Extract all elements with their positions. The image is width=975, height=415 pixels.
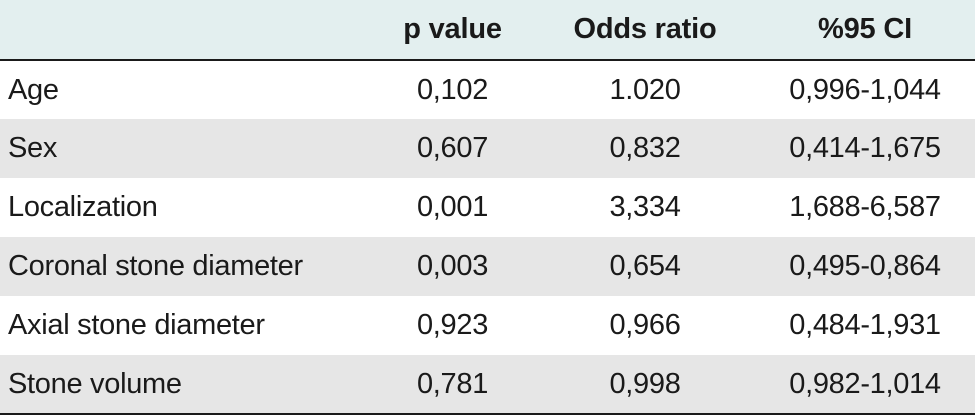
odds-ratio-cell: 3,334: [609, 191, 681, 223]
row-label: Age: [8, 73, 59, 106]
ci-cell: 0,982-1,014: [789, 367, 941, 400]
header-ci: %95 CI: [818, 13, 912, 45]
header-variable: [0, 0, 370, 60]
table-row: Coronal stone diameter 0,003 0,654 0,495…: [0, 237, 975, 296]
table-row: Age 0,102 1.020 0,996-1,044: [0, 60, 975, 119]
p-value-cell: 0,607: [416, 132, 489, 164]
ci-cell: 0,996-1,044: [789, 73, 941, 106]
table-header: p value Odds ratio %95 CI: [0, 0, 975, 60]
ci-cell: 0,495-0,864: [789, 250, 941, 282]
row-label: Coronal stone diameter: [8, 250, 303, 282]
odds-ratio-cell: 0,998: [609, 367, 681, 400]
row-label: Stone volume: [8, 367, 182, 400]
table-row: Sex 0,607 0,832 0,414-1,675: [0, 119, 975, 178]
header-p-value: p value: [403, 13, 502, 45]
p-value-cell: 0,781: [416, 367, 489, 400]
row-label: Localization: [8, 191, 158, 223]
table-row: Axial stone diameter 0,923 0,966 0,484-1…: [0, 296, 975, 355]
row-label: Sex: [8, 132, 58, 164]
row-label: Axial stone diameter: [8, 309, 265, 341]
table-row: Stone volume 0,781 0,998 0,982-1,014: [0, 355, 975, 414]
odds-ratio-cell: 0,966: [609, 309, 681, 341]
header-row: p value Odds ratio %95 CI: [0, 0, 975, 60]
p-value-cell: 0,003: [416, 250, 489, 282]
p-value-cell: 0,001: [416, 191, 489, 223]
ci-cell: 0,484-1,931: [789, 309, 941, 341]
ci-cell: 0,414-1,675: [789, 132, 941, 164]
odds-ratio-cell: 1.020: [609, 73, 681, 106]
odds-ratio-cell: 0,654: [609, 250, 681, 282]
table-body: Age 0,102 1.020 0,996-1,044 Sex 0,607 0,…: [0, 60, 975, 414]
p-value-cell: 0,923: [416, 309, 489, 341]
header-odds-ratio: Odds ratio: [573, 13, 717, 45]
odds-ratio-cell: 0,832: [609, 132, 681, 164]
table-row: Localization 0,001 3,334 1,688-6,587: [0, 178, 975, 237]
p-value-cell: 0,102: [416, 73, 489, 106]
ci-cell: 1,688-6,587: [789, 191, 941, 223]
